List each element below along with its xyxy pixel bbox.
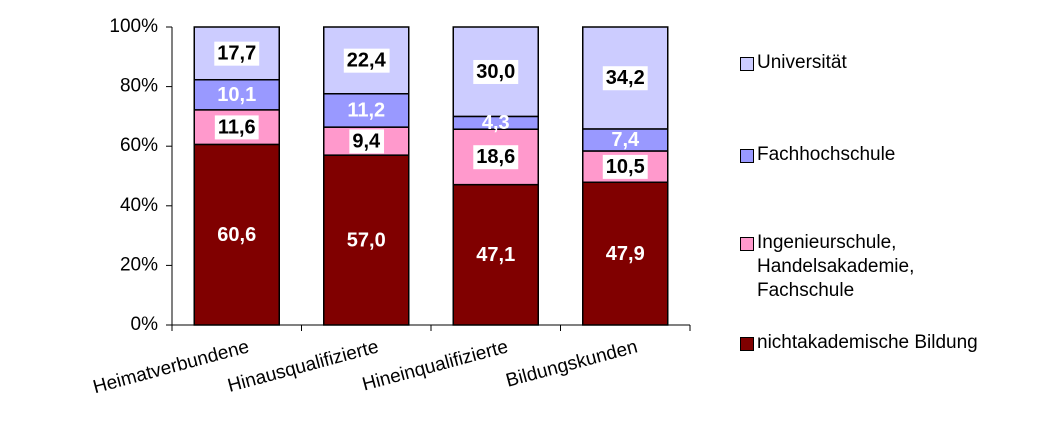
value-label-box: [349, 129, 385, 154]
value-label-box: [473, 59, 519, 84]
value-label: 34,2: [606, 67, 645, 89]
value-label: 30,0: [476, 61, 515, 83]
value-label-box: [473, 145, 519, 170]
y-tick-label: 100%: [109, 16, 158, 37]
legend-swatch: [740, 57, 754, 71]
value-label: 57,0: [347, 229, 386, 251]
value-label: 11,2: [347, 100, 385, 122]
value-label: 4,3: [482, 112, 510, 134]
bar-segment: [323, 93, 410, 128]
legend-swatch: [740, 237, 754, 251]
value-label: 47,9: [606, 243, 645, 265]
value-label: 10,5: [606, 156, 645, 178]
value-label: 60,6: [217, 224, 256, 246]
y-tick-label: 80%: [120, 76, 158, 97]
value-label: 11,6: [218, 116, 256, 138]
y-tick-label: 20%: [120, 254, 158, 275]
value-label: 7,4: [611, 129, 640, 151]
x-tick-label: Bildungskunden: [504, 336, 640, 391]
legend-item: Fachhochschule: [740, 143, 895, 167]
legend-item: Ingenieurschule, Handelsakademie, Fachsc…: [740, 231, 914, 303]
x-tick-label: Hineinqualifizierte: [360, 336, 510, 395]
legend-label: Ingenieurschule, Handelsakademie, Fachsc…: [757, 232, 915, 301]
legend-swatch: [740, 337, 754, 351]
value-label: 22,4: [347, 50, 387, 72]
bar-segment: [452, 26, 539, 118]
legend-item: nichtakademische Bildung: [740, 331, 978, 355]
x-tick-label: Hinausqualifizierte: [225, 336, 380, 396]
value-label-box: [214, 115, 259, 140]
legend-label: nichtakademische Bildung: [757, 332, 978, 353]
value-label: 9,4: [352, 130, 381, 152]
legend-item: Universität: [740, 51, 847, 75]
value-label: 47,1: [476, 244, 515, 266]
bar-segment: [452, 183, 539, 326]
bar-segment: [193, 78, 280, 111]
y-tick-label: 60%: [120, 135, 158, 156]
bar-segment: [582, 181, 669, 326]
legend-label: Fachhochschule: [757, 144, 896, 165]
legend-label: Universität: [757, 52, 847, 73]
value-label: 10,1: [217, 84, 256, 106]
value-label-box: [343, 48, 390, 73]
y-tick-label: 0%: [131, 314, 159, 335]
value-label: 17,7: [217, 43, 256, 65]
value-label-box: [214, 41, 260, 66]
legend-swatch: [740, 149, 754, 163]
value-label-box: [602, 154, 648, 179]
y-tick-label: 40%: [120, 195, 158, 216]
value-label: 18,6: [476, 146, 515, 168]
value-label-box: [602, 66, 648, 91]
x-tick-label: Heimatverbundene: [91, 336, 252, 398]
